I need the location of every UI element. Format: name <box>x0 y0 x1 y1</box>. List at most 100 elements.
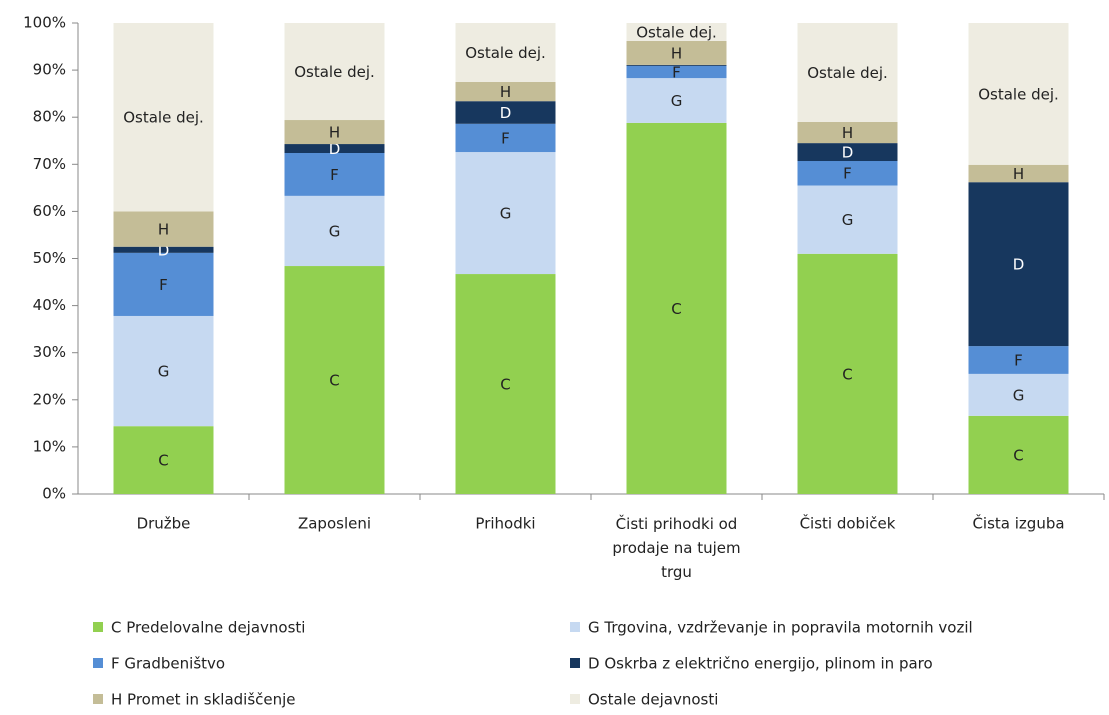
bar-segment <box>113 246 214 253</box>
y-tick-label: 30% <box>33 343 66 361</box>
data-label: Ostale dej. <box>978 85 1059 103</box>
y-tick-label: 60% <box>33 202 66 220</box>
data-label: D <box>500 104 512 122</box>
bar-segment <box>968 23 1069 165</box>
data-label: G <box>329 222 341 240</box>
y-tick-label: 40% <box>33 296 66 314</box>
bar-segment <box>797 121 898 144</box>
bar-segment <box>284 144 385 153</box>
bar-segment <box>626 64 727 66</box>
bar-segment <box>284 195 385 267</box>
data-label: F <box>159 276 168 294</box>
bar-segment <box>455 101 556 124</box>
bar-segment <box>113 426 214 494</box>
data-label: H <box>500 83 511 101</box>
legend-label: H Promet in skladiščenje <box>111 691 296 709</box>
data-label: C <box>329 372 339 390</box>
bar-segment <box>455 123 556 153</box>
bar-segment <box>284 23 385 121</box>
data-label: F <box>672 63 681 81</box>
data-label: G <box>671 92 683 110</box>
data-label: Ostale dej. <box>294 63 375 81</box>
bar-segment <box>113 211 214 247</box>
data-label: C <box>1013 446 1023 464</box>
data-label: H <box>1013 165 1024 183</box>
legend-swatch <box>570 658 580 668</box>
y-tick-label: 0% <box>42 485 66 503</box>
data-label: H <box>158 221 169 239</box>
bar-segment <box>968 164 1069 183</box>
data-label: F <box>843 165 852 183</box>
bar-segment <box>113 315 214 427</box>
bar-segment <box>455 274 556 494</box>
bar-segment <box>113 252 214 316</box>
y-tick-label: 20% <box>33 390 66 408</box>
y-tick-label: 70% <box>33 155 66 173</box>
data-label: C <box>842 365 852 383</box>
bar-segment <box>797 253 898 494</box>
x-tick-label: Prihodki <box>475 515 535 533</box>
y-tick-label: 10% <box>33 437 66 455</box>
data-label: Ostale dej. <box>123 109 204 127</box>
legend-swatch <box>93 694 103 704</box>
x-tick-label-line: prodaje na tujem <box>612 539 740 557</box>
bar-segment <box>626 65 727 79</box>
bar-segment <box>797 161 898 186</box>
data-label: H <box>671 44 682 62</box>
legend-swatch <box>570 694 580 704</box>
x-tick-label: Čisti dobiček <box>800 514 896 533</box>
bar-segment <box>968 373 1069 416</box>
bar-segment <box>797 23 898 122</box>
y-tick-label: 80% <box>33 108 66 126</box>
x-tick-label: Zaposleni <box>298 515 371 533</box>
x-tick-label-line: Čisti prihodki od <box>616 514 738 533</box>
data-label: D <box>329 140 341 158</box>
data-label: F <box>1014 352 1023 370</box>
data-label: Ostale dej. <box>807 64 888 82</box>
bar-segment <box>626 122 727 495</box>
data-label: Ostale dej. <box>465 44 546 62</box>
bar-segment <box>284 266 385 494</box>
y-tick-label: 50% <box>33 249 66 267</box>
data-label: G <box>1013 386 1025 404</box>
legend-swatch <box>570 622 580 632</box>
bar-segment <box>797 185 898 254</box>
data-label: D <box>158 241 170 259</box>
data-label: H <box>329 124 340 142</box>
bar-segment <box>626 23 727 41</box>
x-tick-label: Čisti prihodki od prodaje na tujem trgu <box>612 514 740 581</box>
bar-segment <box>626 78 727 123</box>
legend-label: D Oskrba z električno energijo, plinom i… <box>588 655 933 673</box>
bar-segment <box>284 152 385 196</box>
data-label: F <box>330 166 339 184</box>
data-label: C <box>671 300 681 318</box>
x-tick-label: Čista izguba <box>972 514 1064 533</box>
legend-label: C Predelovalne dejavnosti <box>111 619 305 637</box>
data-label: F <box>501 129 510 147</box>
bar-segment <box>284 120 385 145</box>
legend-swatch <box>93 622 103 632</box>
data-label: G <box>158 363 170 381</box>
bar-segment <box>797 143 898 162</box>
bar-segment <box>455 23 556 82</box>
data-label: G <box>842 211 854 229</box>
bar-segment <box>968 415 1069 494</box>
bar-segment <box>455 152 556 275</box>
data-label: G <box>500 205 512 223</box>
data-label: Ostale dej. <box>636 23 717 41</box>
legend-label: G Trgovina, vzdrževanje in popravila mot… <box>588 619 973 637</box>
data-label: D <box>1013 256 1025 274</box>
legend-label: F Gradbeništvo <box>111 655 225 673</box>
y-tick-label: 100% <box>23 14 66 32</box>
data-label: C <box>158 452 168 470</box>
bar-segment <box>113 23 214 212</box>
data-label: H <box>842 124 853 142</box>
data-label: D <box>842 144 854 162</box>
x-tick-label: Družbe <box>137 515 191 533</box>
bar-segment <box>626 40 727 65</box>
bar-segment <box>968 182 1069 347</box>
legend-label: Ostale dejavnosti <box>588 691 718 709</box>
legend-swatch <box>93 658 103 668</box>
y-tick-label: 90% <box>33 61 66 79</box>
